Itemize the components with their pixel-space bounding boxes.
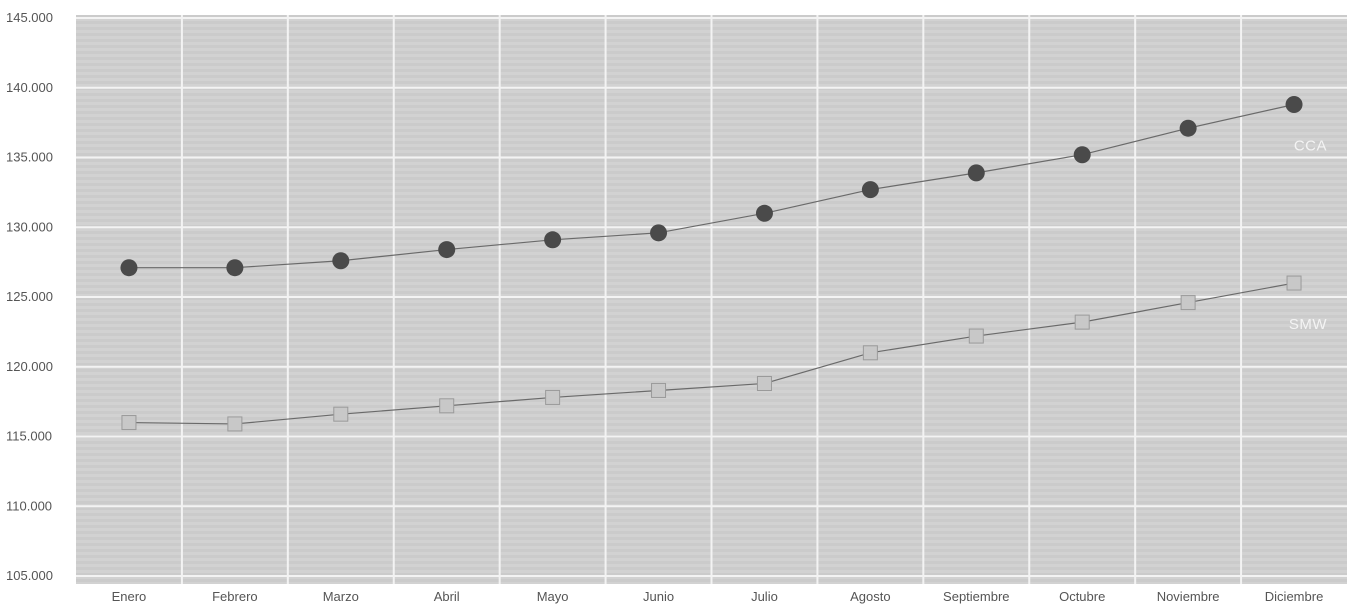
data-point — [120, 259, 138, 277]
data-point — [333, 406, 349, 422]
y-tick-label: 135.000 — [6, 150, 53, 165]
y-tick-label: 120.000 — [6, 359, 53, 374]
data-point — [650, 224, 668, 242]
data-point — [226, 259, 244, 277]
x-axis: Enero Febrero Marzo Abril Mayo Junio Julio Agos… — [112, 589, 1324, 604]
x-tick-label: Agosto — [850, 589, 890, 604]
x-tick-label: Noviembre — [1157, 589, 1220, 604]
data-point — [967, 164, 985, 182]
x-tick-label: Mayo — [537, 589, 569, 604]
data-point — [1073, 146, 1091, 164]
data-point — [545, 389, 561, 405]
x-tick-label: Octubre — [1059, 589, 1105, 604]
data-point — [121, 415, 137, 431]
gridlines — [76, 15, 1347, 584]
data-point — [1285, 95, 1303, 113]
series-line — [128, 282, 1295, 425]
data-point — [438, 241, 456, 259]
data-point — [861, 181, 879, 199]
data-point — [755, 204, 773, 222]
data-point — [756, 375, 772, 391]
series-cca: CCA — [120, 95, 1327, 277]
data-point — [862, 345, 878, 361]
data-point — [968, 328, 984, 344]
x-tick-label: Diciembre — [1265, 589, 1324, 604]
data-point — [1074, 314, 1090, 330]
data-point — [651, 382, 667, 398]
data-point — [227, 416, 243, 432]
y-tick-label: 125.000 — [6, 289, 53, 304]
data-point — [1286, 275, 1302, 291]
x-tick-label: Enero — [112, 589, 147, 604]
x-tick-label: Febrero — [212, 589, 258, 604]
x-tick-label: Septiembre — [943, 589, 1009, 604]
y-axis: 105.000 110.000 115.000 120.000 125.000 130.0… — [6, 10, 53, 583]
y-tick-label: 130.000 — [6, 219, 53, 234]
y-tick-label: 145.000 — [6, 10, 53, 25]
series-label: CCA — [1294, 137, 1327, 154]
series-group: CCA SMW — [120, 95, 1328, 432]
x-tick-label: Junio — [643, 589, 674, 604]
series-smw: SMW — [121, 275, 1328, 432]
x-tick-label: Abril — [434, 589, 460, 604]
x-tick-label: Julio — [751, 589, 778, 604]
data-point — [544, 231, 562, 249]
x-tick-label: Marzo — [323, 589, 359, 604]
data-point — [1180, 295, 1196, 311]
y-tick-label: 105.000 — [6, 568, 53, 583]
y-tick-label: 110.000 — [6, 498, 52, 513]
y-tick-label: 140.000 — [6, 80, 53, 95]
data-point — [439, 398, 455, 414]
data-point — [1179, 119, 1197, 137]
series-label: SMW — [1289, 316, 1328, 333]
series-line — [128, 103, 1295, 269]
data-point — [332, 252, 350, 270]
y-tick-label: 115.000 — [6, 429, 52, 444]
